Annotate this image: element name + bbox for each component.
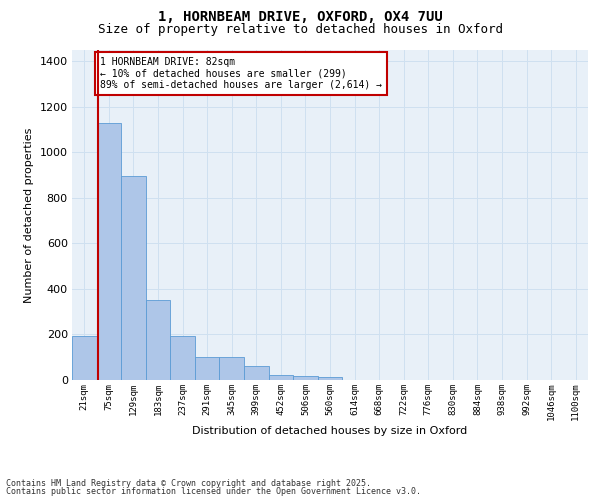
X-axis label: Distribution of detached houses by size in Oxford: Distribution of detached houses by size … <box>193 426 467 436</box>
Text: Contains public sector information licensed under the Open Government Licence v3: Contains public sector information licen… <box>6 487 421 496</box>
Bar <box>146 300 170 380</box>
Bar <box>220 357 244 380</box>
Text: Size of property relative to detached houses in Oxford: Size of property relative to detached ho… <box>97 22 503 36</box>
Bar <box>170 336 195 380</box>
Bar <box>97 123 121 380</box>
Bar <box>195 357 220 380</box>
Bar <box>318 377 342 380</box>
Bar <box>72 336 97 380</box>
Y-axis label: Number of detached properties: Number of detached properties <box>24 128 34 302</box>
Bar <box>244 366 269 380</box>
Text: 1, HORNBEAM DRIVE, OXFORD, OX4 7UU: 1, HORNBEAM DRIVE, OXFORD, OX4 7UU <box>158 10 442 24</box>
Bar <box>269 375 293 380</box>
Text: Contains HM Land Registry data © Crown copyright and database right 2025.: Contains HM Land Registry data © Crown c… <box>6 478 371 488</box>
Bar <box>293 376 318 380</box>
Bar <box>121 176 146 380</box>
Text: 1 HORNBEAM DRIVE: 82sqm
← 10% of detached houses are smaller (299)
89% of semi-d: 1 HORNBEAM DRIVE: 82sqm ← 10% of detache… <box>100 57 382 90</box>
